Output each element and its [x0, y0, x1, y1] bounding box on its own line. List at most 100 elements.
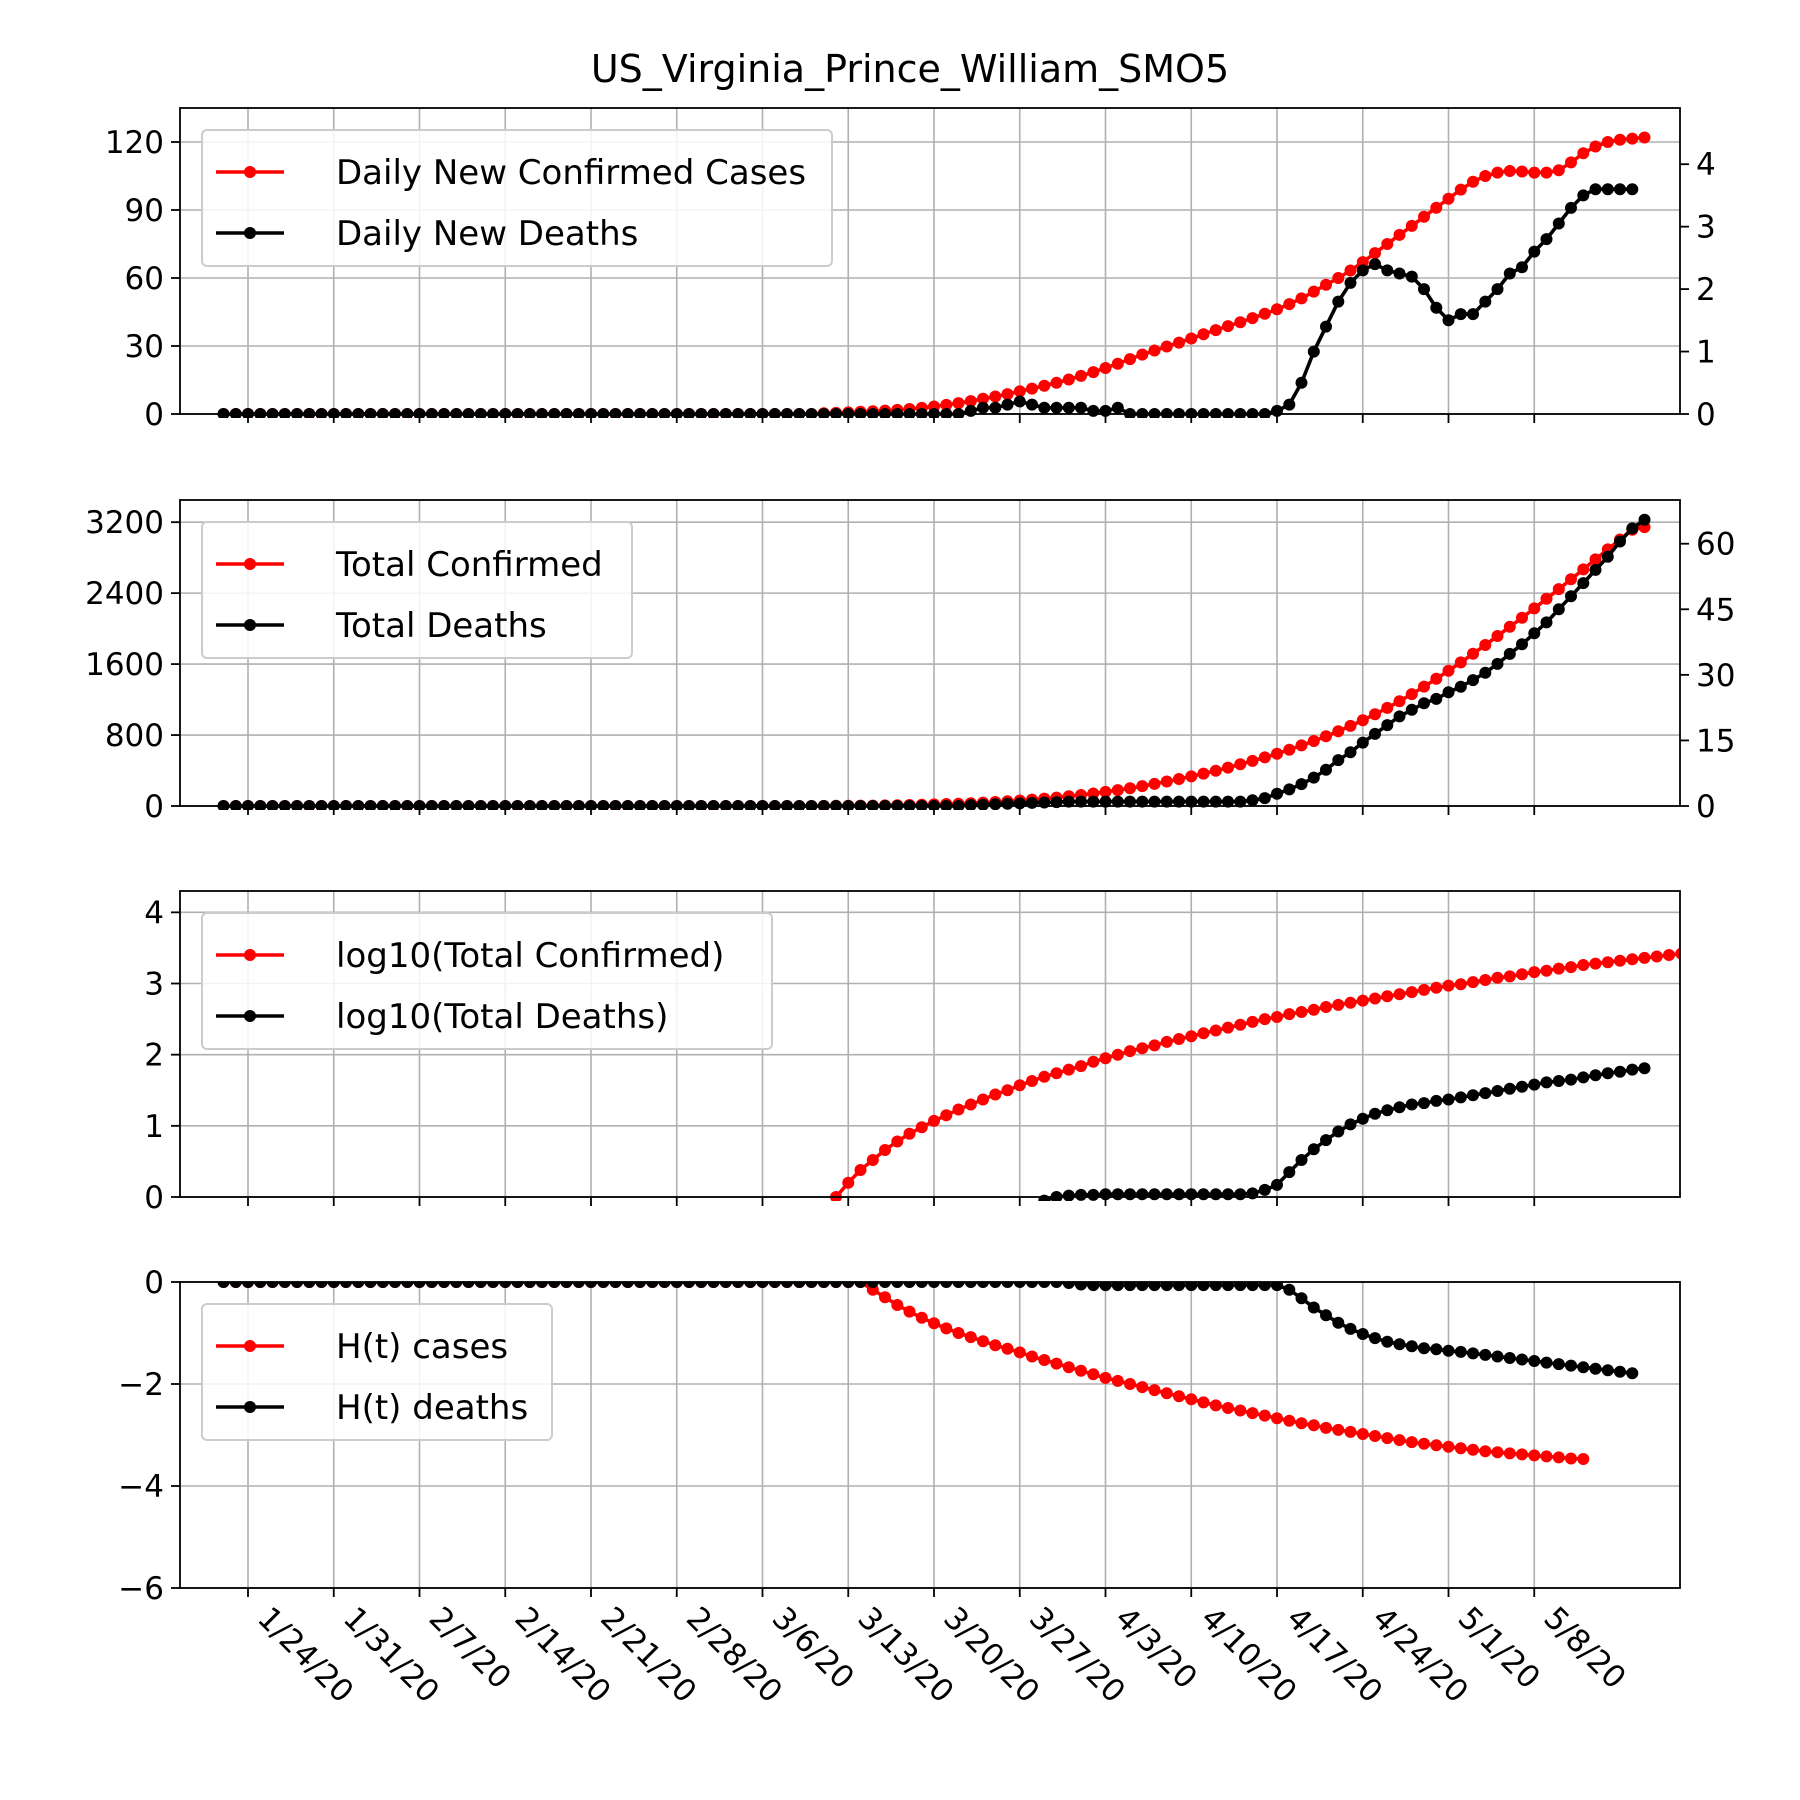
- data-point: [1050, 376, 1063, 389]
- data-point: [1589, 183, 1602, 196]
- data-point: [1173, 1282, 1185, 1292]
- data-point: [940, 1109, 953, 1122]
- data-point: [1381, 1335, 1394, 1348]
- data-point: [1650, 950, 1663, 963]
- data-point: [364, 408, 377, 418]
- legend-swatch-marker: [244, 166, 256, 178]
- data-point: [1087, 1188, 1100, 1201]
- y2-tick-label: 30: [1696, 658, 1735, 694]
- data-point: [1111, 1282, 1124, 1292]
- data-point: [1540, 592, 1553, 605]
- data-point: [523, 408, 536, 418]
- data-point: [1614, 535, 1626, 548]
- y2-tick-label: 0: [1696, 397, 1716, 433]
- data-point: [658, 800, 671, 810]
- data-point: [1356, 1328, 1369, 1340]
- data-point: [1209, 1282, 1222, 1292]
- data-point: [1454, 1091, 1467, 1104]
- data-point: [768, 800, 781, 810]
- data-point: [732, 408, 744, 418]
- data-point: [1454, 1442, 1467, 1455]
- data-point: [1246, 754, 1259, 767]
- data-point: [1577, 189, 1590, 202]
- data-point: [1038, 1354, 1051, 1366]
- data-point: [964, 1331, 977, 1344]
- data-point: [1160, 340, 1173, 353]
- data-point: [1283, 1166, 1296, 1179]
- data-point: [1369, 1430, 1381, 1442]
- data-point: [646, 800, 659, 810]
- data-point: [242, 800, 254, 810]
- data-point: [1124, 353, 1136, 366]
- data-point: [768, 1282, 781, 1288]
- data-point: [1601, 956, 1614, 969]
- data-point: [1675, 947, 1680, 960]
- data-point: [1148, 1188, 1161, 1201]
- data-point: [1344, 264, 1357, 277]
- data-point: [940, 1322, 953, 1335]
- data-point: [915, 1282, 928, 1288]
- data-point: [1430, 692, 1443, 705]
- data-point: [928, 1114, 940, 1127]
- data-point: [744, 408, 757, 418]
- data-point: [1111, 1048, 1124, 1061]
- data-point: [511, 800, 524, 810]
- data-point: [1442, 1093, 1455, 1106]
- data-point: [511, 1282, 524, 1288]
- data-point: [1258, 1183, 1271, 1196]
- data-point: [401, 800, 414, 810]
- data-point: [1307, 1301, 1320, 1314]
- data-point: [1528, 966, 1541, 979]
- legend-label: Total Deaths: [335, 606, 547, 646]
- y-tick-label: −4: [118, 1469, 164, 1505]
- data-point: [1320, 730, 1332, 743]
- data-point: [989, 390, 1002, 403]
- data-point: [646, 1282, 659, 1288]
- data-point: [1087, 1055, 1100, 1068]
- data-point: [1246, 1282, 1259, 1292]
- y-tick-label: 2: [144, 1038, 164, 1074]
- data-point: [1320, 278, 1332, 291]
- data-point: [572, 1282, 585, 1288]
- data-point: [1160, 1035, 1173, 1048]
- data-point: [1173, 773, 1185, 785]
- legend-swatch-marker: [244, 227, 256, 239]
- data-point: [1013, 797, 1026, 810]
- data-point: [376, 800, 389, 810]
- data-point: [1638, 1062, 1651, 1075]
- y-tick-label: 0: [144, 1265, 164, 1301]
- data-point: [1418, 983, 1430, 996]
- data-point: [1418, 1437, 1430, 1450]
- series-2: [217, 1282, 1639, 1380]
- data-point: [903, 800, 916, 810]
- data-point: [401, 1282, 414, 1288]
- data-point: [719, 800, 732, 810]
- data-point: [1197, 328, 1210, 341]
- data-point: [732, 1282, 744, 1288]
- data-point: [768, 408, 781, 418]
- data-point: [1013, 1282, 1026, 1288]
- data-point: [915, 408, 928, 418]
- data-point: [1234, 758, 1247, 771]
- data-point: [1087, 404, 1100, 417]
- data-point: [1516, 261, 1528, 274]
- data-point: [1136, 1188, 1149, 1201]
- data-point: [560, 1282, 573, 1288]
- data-point: [438, 408, 450, 418]
- data-point: [793, 1282, 806, 1288]
- data-point: [1087, 1282, 1100, 1292]
- data-point: [1516, 1448, 1528, 1461]
- data-point: [1577, 1453, 1590, 1465]
- data-point: [1222, 1402, 1234, 1414]
- data-point: [278, 408, 291, 418]
- y2-tick-label: 0: [1696, 789, 1716, 825]
- data-point: [842, 408, 855, 418]
- data-point: [781, 1282, 793, 1288]
- data-point: [1295, 739, 1308, 752]
- y-tick-label: −2: [118, 1367, 164, 1403]
- data-point: [634, 408, 646, 418]
- data-point: [536, 800, 548, 810]
- data-point: [634, 800, 646, 810]
- data-point: [1050, 796, 1063, 809]
- data-point: [1369, 1107, 1381, 1120]
